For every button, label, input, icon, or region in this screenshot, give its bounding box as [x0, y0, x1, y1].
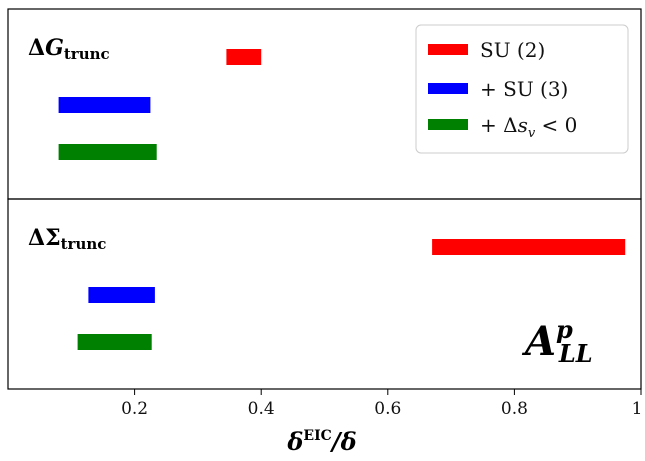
legend-label-su3: + SU (3) — [480, 77, 568, 101]
legend-label-delta-sv-var: s — [518, 113, 528, 137]
x-axis-title-rest: /δ — [330, 427, 357, 456]
bar-delta-g-su3 — [58, 97, 151, 113]
bar-delta-sigma-su3 — [88, 287, 155, 303]
bar-delta-sigma-delta-sv — [77, 334, 152, 350]
legend-label-su2-text: SU (2) — [480, 38, 545, 62]
x-tick-label-0: 0.2 — [121, 399, 148, 419]
x-tick-label-3: 0.8 — [501, 399, 528, 419]
bar-delta-g-delta-sv — [58, 144, 157, 160]
legend-swatch-su2 — [428, 44, 468, 55]
annotation-all-p: Ap LL — [521, 315, 593, 368]
legend-label-delta-sv-pre: + Δ — [480, 113, 518, 137]
bar-delta-g-su2 — [226, 49, 262, 65]
panel-label-delta-g-var: G — [45, 35, 64, 61]
x-axis-title-base: δ — [286, 427, 303, 456]
x-axis-title: δEIC/δ — [286, 427, 356, 456]
legend: SU (2) + SU (3) + Δsv < 0 — [415, 24, 629, 154]
panel-label-delta-sigma: ΔΣtrunc — [28, 225, 106, 253]
x-tick-label-1: 0.4 — [248, 399, 275, 419]
panel-label-delta-sigma-delta: ΔΣ — [28, 225, 61, 251]
bottom-panel-frame — [7, 198, 642, 390]
annotation-sub: LL — [558, 339, 593, 368]
bars-group — [58, 49, 626, 350]
x-tick-label-4: 1 — [632, 399, 643, 419]
annotation-base: A — [521, 318, 556, 365]
annotation-sup: p — [556, 315, 573, 344]
panel-label-delta-g-delta: Δ — [28, 35, 45, 61]
x-axis-title-sup: EIC — [303, 428, 331, 444]
legend-swatch-su3 — [428, 83, 468, 94]
legend-label-su3-text: + SU (3) — [480, 77, 568, 101]
legend-label-delta-sv-sub: v — [528, 126, 536, 141]
panel-label-delta-g-sub: trunc — [64, 45, 110, 63]
x-axis-ticks: 0.2 0.4 0.6 0.8 1 — [121, 389, 642, 419]
legend-label-delta-sv-post: < 0 — [535, 113, 577, 137]
legend-label-su2: SU (2) — [480, 38, 545, 62]
panel-label-delta-sigma-sub: trunc — [61, 235, 107, 253]
x-tick-label-2: 0.6 — [374, 399, 401, 419]
legend-label-delta-sv: + Δsv < 0 — [480, 113, 577, 141]
legend-swatch-delta-sv — [428, 119, 468, 130]
legend-box — [415, 24, 629, 154]
panel-label-delta-g: ΔGtrunc — [28, 35, 110, 63]
bar-delta-sigma-su2 — [432, 239, 626, 255]
